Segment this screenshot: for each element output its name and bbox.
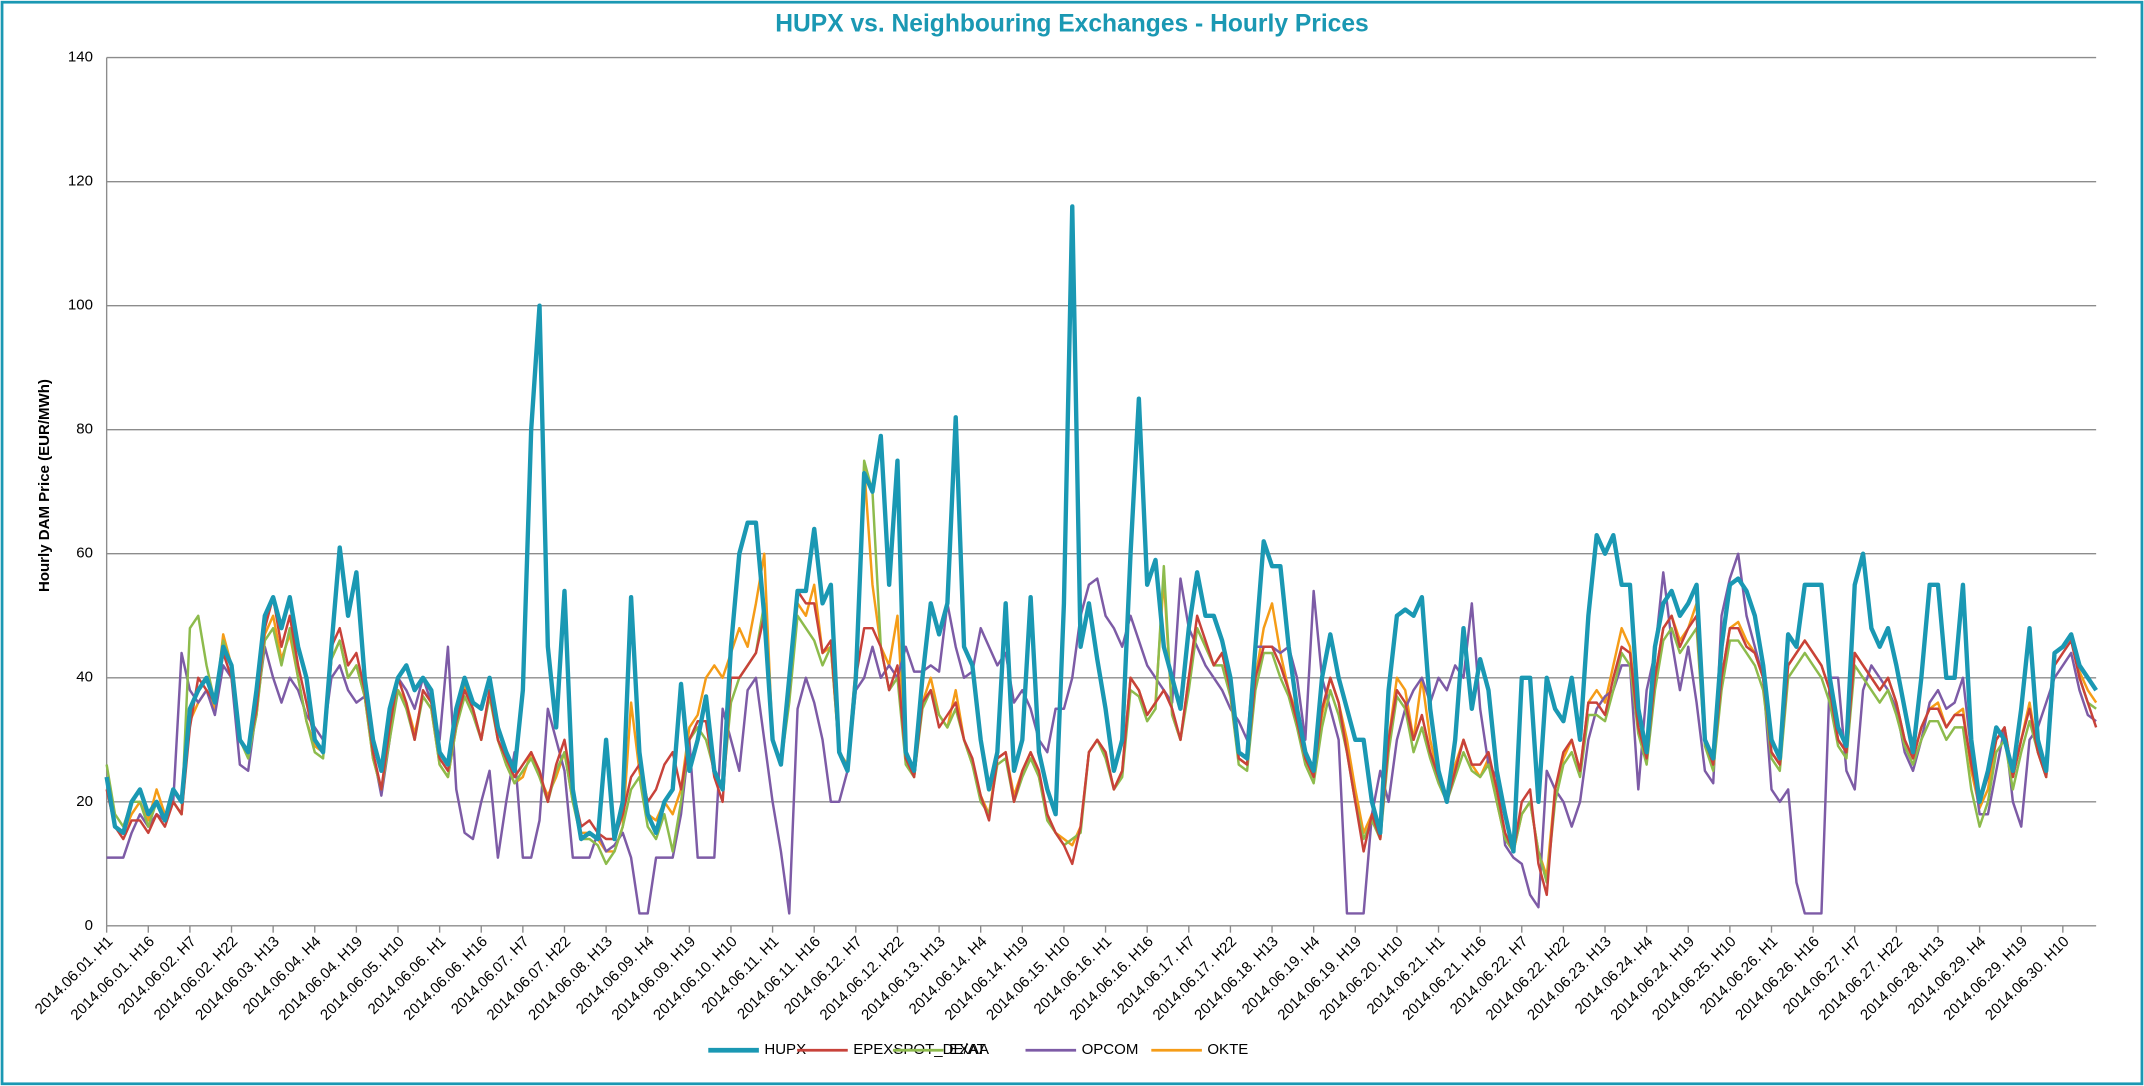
y-tick-label: 60 (76, 545, 93, 562)
y-tick-label: 120 (68, 173, 93, 190)
y-axis-label: Hourly DAM Price (EUR/MWh) (36, 379, 53, 592)
y-tick-label: 140 (68, 49, 93, 66)
y-tick-label: 80 (76, 421, 93, 438)
y-tick-label: 40 (76, 669, 93, 686)
legend-label: OKTE (1207, 1041, 1248, 1058)
legend-label: HUPX (764, 1041, 806, 1058)
y-tick-label: 100 (68, 297, 93, 314)
chart-title: HUPX vs. Neighbouring Exchanges - Hourly… (775, 10, 1369, 37)
legend-label: EXAA (949, 1041, 989, 1058)
y-tick-label: 0 (85, 917, 93, 934)
y-tick-label: 20 (76, 793, 93, 810)
series-line (104, 204, 2098, 854)
legend-label: OPCOM (1082, 1041, 1139, 1058)
